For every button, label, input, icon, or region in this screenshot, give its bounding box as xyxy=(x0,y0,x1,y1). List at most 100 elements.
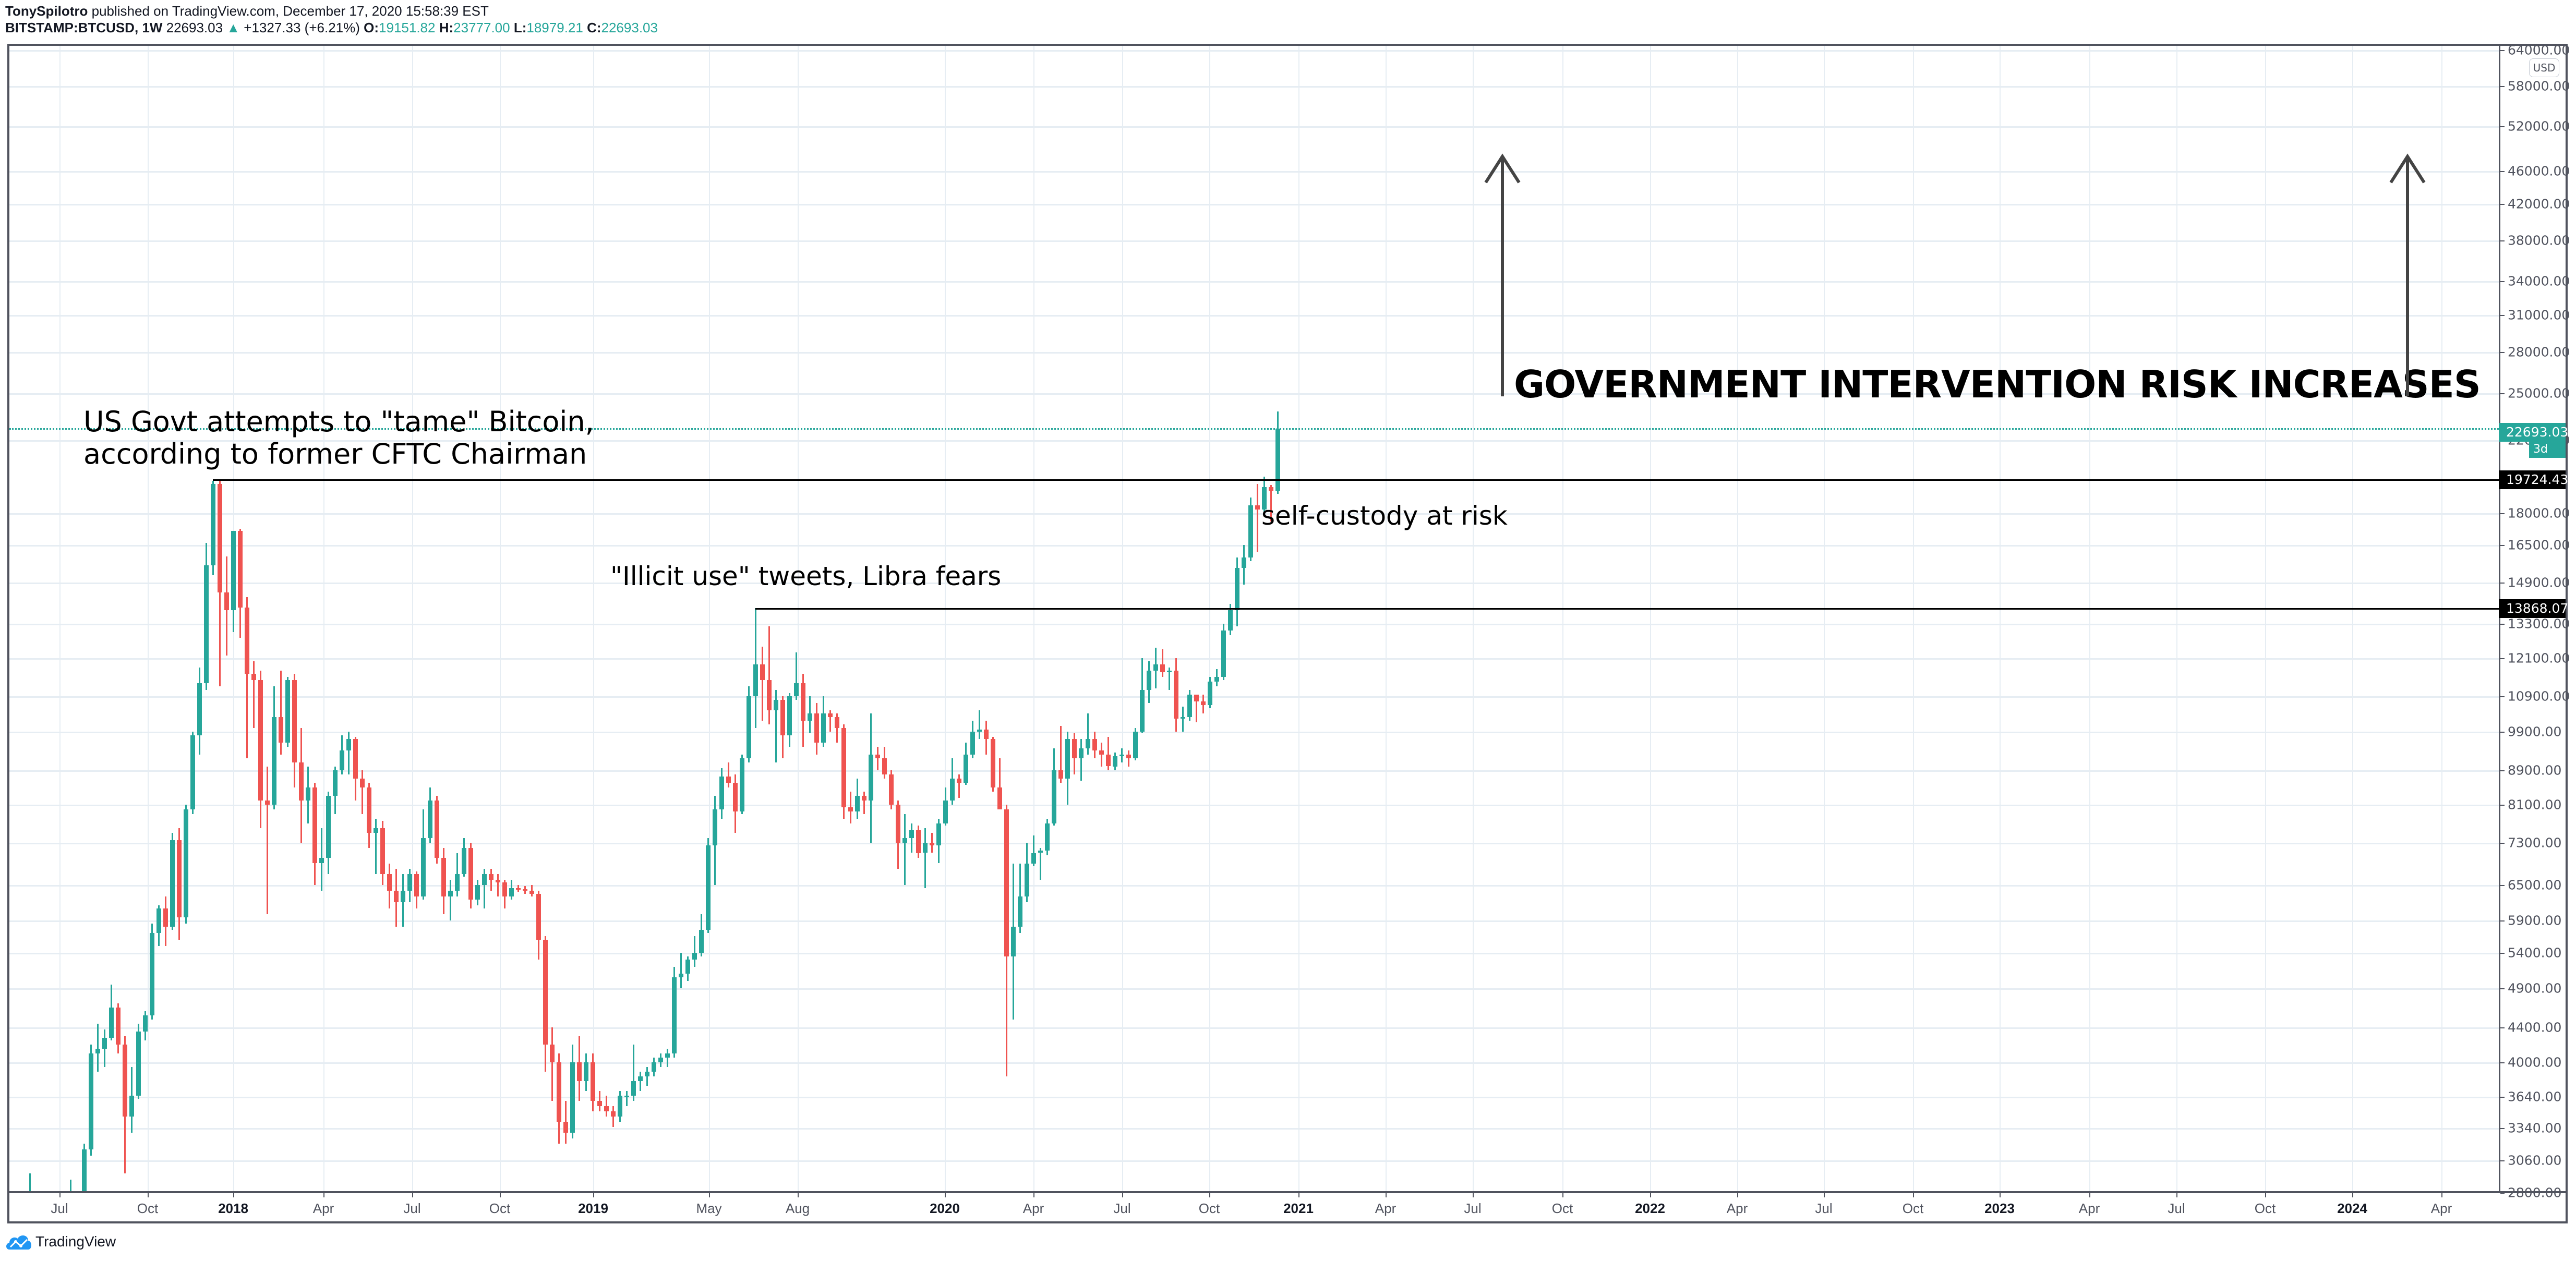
candle-body[interactable] xyxy=(271,717,276,805)
candle-body[interactable] xyxy=(1092,739,1097,751)
candle-body[interactable] xyxy=(264,800,270,805)
candle-body[interactable] xyxy=(1010,927,1016,956)
candle-body[interactable] xyxy=(705,845,711,930)
candle-body[interactable] xyxy=(509,888,514,897)
candle-body[interactable] xyxy=(746,696,751,759)
candle-body[interactable] xyxy=(109,1007,114,1038)
candle-body[interactable] xyxy=(1112,756,1117,767)
candle-body[interactable] xyxy=(1275,429,1280,491)
candle-body[interactable] xyxy=(1058,770,1063,779)
candle-body[interactable] xyxy=(163,908,168,927)
candle-body[interactable] xyxy=(766,680,772,710)
candle-body[interactable] xyxy=(1160,664,1165,672)
candle-body[interactable] xyxy=(1241,557,1246,568)
candle-body[interactable] xyxy=(624,1096,629,1098)
candle-body[interactable] xyxy=(658,1058,663,1063)
candle-body[interactable] xyxy=(156,908,161,933)
candle-body[interactable] xyxy=(827,713,833,718)
candle-body[interactable] xyxy=(882,758,887,775)
candle-body[interactable] xyxy=(251,673,256,681)
candle-body[interactable] xyxy=(1065,739,1070,779)
candle-body[interactable] xyxy=(753,664,758,697)
candle-body[interactable] xyxy=(997,787,1002,809)
candle-body[interactable] xyxy=(285,680,290,743)
candle-body[interactable] xyxy=(848,807,853,812)
candle-body[interactable] xyxy=(319,858,324,864)
candle-body[interactable] xyxy=(807,713,812,721)
candle-body[interactable] xyxy=(373,828,378,833)
candle-body[interactable] xyxy=(922,843,928,853)
candle-body[interactable] xyxy=(1004,809,1009,956)
candle-body[interactable] xyxy=(644,1071,649,1076)
candle-body[interactable] xyxy=(353,739,358,779)
candle-body[interactable] xyxy=(414,874,419,897)
candle-body[interactable] xyxy=(1051,770,1056,823)
currency-label[interactable]: USD xyxy=(2529,58,2559,77)
price-axis[interactable]: 64000.00 58000.00 52000.00 46000.00 42000.00… xyxy=(2499,43,2570,1200)
candle-body[interactable] xyxy=(122,1045,127,1117)
candle-body[interactable] xyxy=(1072,739,1077,759)
candle-body[interactable] xyxy=(217,484,222,592)
candle-body[interactable] xyxy=(339,750,344,771)
candle-body[interactable] xyxy=(651,1062,656,1072)
candle-body[interactable] xyxy=(482,874,487,886)
candle-body[interactable] xyxy=(176,840,182,918)
candle-body[interactable] xyxy=(773,699,778,710)
candle-body[interactable] xyxy=(909,830,914,838)
candle-body[interactable] xyxy=(1133,731,1138,759)
candle-body[interactable] xyxy=(699,930,704,953)
candle-body[interactable] xyxy=(671,977,677,1053)
candle-body[interactable] xyxy=(326,796,331,858)
candle-body[interactable] xyxy=(197,683,202,735)
candle-body[interactable] xyxy=(590,1062,595,1101)
candle-body[interactable] xyxy=(258,680,263,801)
candle-body[interactable] xyxy=(678,974,683,977)
candle-body[interactable] xyxy=(332,770,338,796)
candle-body[interactable] xyxy=(136,1032,141,1096)
candle-body[interactable] xyxy=(529,891,534,894)
candle-body[interactable] xyxy=(434,800,439,858)
candle-body[interactable] xyxy=(936,823,941,845)
candle-body[interactable] xyxy=(461,847,466,875)
candle-body[interactable] xyxy=(868,754,873,801)
candle-body[interactable] xyxy=(1187,695,1192,718)
candle-body[interactable] xyxy=(631,1081,636,1096)
candle-body[interactable] xyxy=(1255,505,1260,510)
candle-body[interactable] xyxy=(1268,487,1273,491)
candle-body[interactable] xyxy=(739,758,744,812)
candle-body[interactable] xyxy=(190,735,195,809)
candle-body[interactable] xyxy=(902,838,907,843)
annotation-illicit-use[interactable]: "Illicit use" tweets, Libra fears xyxy=(610,561,1002,591)
candle-body[interactable] xyxy=(1105,754,1111,767)
candle-body[interactable] xyxy=(1180,717,1185,719)
candle-body[interactable] xyxy=(380,828,385,875)
candle-body[interactable] xyxy=(495,879,500,882)
candle-body[interactable] xyxy=(224,592,229,611)
candle-body[interactable] xyxy=(685,960,690,974)
candle-body[interactable] xyxy=(956,779,961,783)
candle-body[interactable] xyxy=(1214,676,1219,682)
candle-body[interactable] xyxy=(231,531,236,611)
candle-body[interactable] xyxy=(617,1096,622,1117)
candle-body[interactable] xyxy=(305,787,310,801)
candle-body[interactable] xyxy=(210,484,215,566)
candle-body[interactable] xyxy=(203,565,209,684)
candle-body[interactable] xyxy=(800,683,805,721)
annotation-intervention[interactable]: GOVERNMENT INTERVENTION RISK INCREASES xyxy=(1514,362,2481,406)
candle-body[interactable] xyxy=(502,882,507,897)
candle-body[interactable] xyxy=(854,796,860,812)
candle-body[interactable] xyxy=(983,730,989,739)
candle-body[interactable] xyxy=(1173,670,1178,719)
candle-body[interactable] xyxy=(665,1053,670,1058)
candle-body[interactable] xyxy=(888,774,894,805)
candle-body[interactable] xyxy=(1024,863,1029,897)
candle-body[interactable] xyxy=(237,531,243,608)
up-arrow-icon[interactable] xyxy=(1482,151,1523,402)
candle-body[interactable] xyxy=(441,858,446,897)
candle-body[interactable] xyxy=(1261,487,1267,510)
candle-body[interactable] xyxy=(454,874,460,891)
candle-body[interactable] xyxy=(115,1007,121,1045)
candle-body[interactable] xyxy=(787,696,792,735)
candle-body[interactable] xyxy=(963,754,968,783)
candle-body[interactable] xyxy=(292,680,297,762)
